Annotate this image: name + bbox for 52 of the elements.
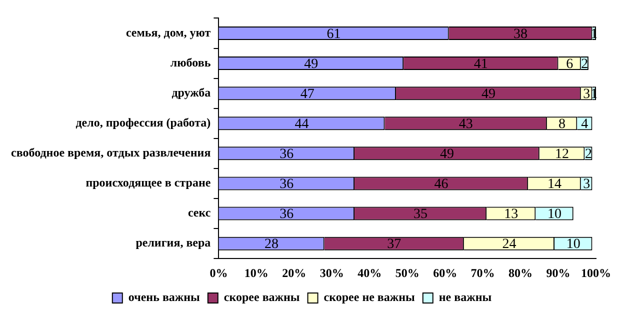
data-label: 14 xyxy=(547,177,562,192)
data-label: 36 xyxy=(280,207,294,222)
data-label: 35 xyxy=(414,207,428,222)
data-label: 36 xyxy=(280,177,294,192)
x-tick-label: 90% xyxy=(546,266,570,280)
data-label: 4 xyxy=(581,117,588,132)
data-label: 49 xyxy=(304,56,318,72)
y-tick-label: происходящее в стране xyxy=(86,176,212,190)
data-label: 2 xyxy=(584,147,592,162)
data-label: 8 xyxy=(558,117,566,132)
legend-label: скорее не важны xyxy=(324,290,416,304)
data-label: 2 xyxy=(581,56,588,72)
x-tick-label: 10% xyxy=(244,266,268,280)
data-label: 38 xyxy=(514,26,528,42)
y-tick-label: религия, вера xyxy=(136,236,211,250)
y-tick-label: свободное время, отдых развлечения xyxy=(11,146,212,160)
data-label: 12 xyxy=(555,147,570,162)
x-tick-label: 30% xyxy=(320,266,344,280)
x-tick-label: 60% xyxy=(433,266,458,280)
data-label: 28 xyxy=(264,237,279,252)
data-label: 3 xyxy=(583,177,590,192)
data-label: 24 xyxy=(502,237,516,252)
x-tick-label: 100% xyxy=(581,266,611,280)
data-label: 10 xyxy=(547,207,562,222)
data-label: 46 xyxy=(434,177,448,192)
legend-label: очень важны xyxy=(128,290,201,304)
x-tick-label: 40% xyxy=(358,266,382,280)
y-tick-label: семья, дом, уют xyxy=(126,25,211,40)
data-label: 47 xyxy=(300,86,314,102)
data-label: 44 xyxy=(294,117,309,132)
x-tick-label: 70% xyxy=(470,266,495,280)
data-label: 36 xyxy=(280,147,294,162)
data-label: 61 xyxy=(326,26,341,42)
legend-label: не важны xyxy=(438,290,492,304)
data-label: 43 xyxy=(458,117,473,132)
data-label: 3 xyxy=(583,86,590,102)
data-label: 49 xyxy=(440,147,454,162)
y-tick-label: любовь xyxy=(170,55,212,70)
data-label: 37 xyxy=(387,237,402,252)
x-tick-label: 20% xyxy=(282,266,306,280)
x-tick-label: 80% xyxy=(508,266,533,280)
y-tick-label: дело, профессия (работа) xyxy=(76,115,211,130)
data-label: 6 xyxy=(566,56,574,72)
data-label: 49 xyxy=(481,86,496,102)
y-tick-label: дружба xyxy=(172,85,211,100)
y-tick-label: секс xyxy=(188,206,212,220)
data-label: 10 xyxy=(566,237,580,252)
x-tick-label: 50% xyxy=(395,266,420,280)
data-label: 41 xyxy=(474,56,488,72)
data-label: 13 xyxy=(504,207,518,222)
x-tick-label: 0% xyxy=(210,266,228,280)
legend-label: скорее важны xyxy=(224,290,300,304)
